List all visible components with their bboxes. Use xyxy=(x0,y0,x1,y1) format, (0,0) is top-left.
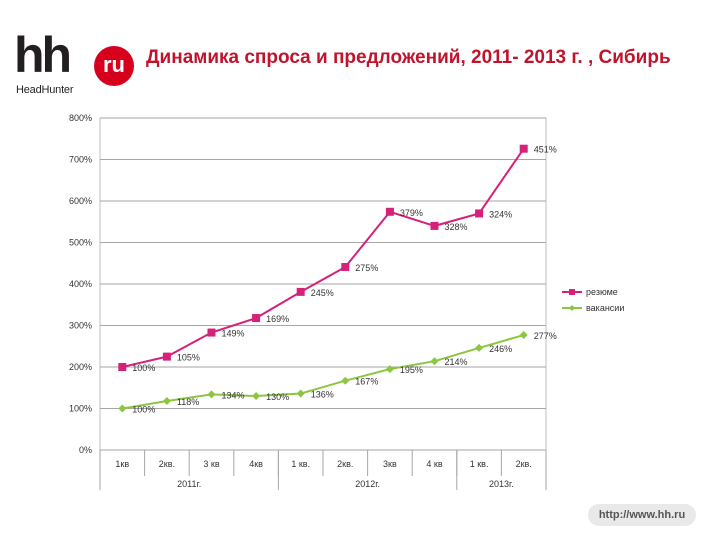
x-tick-label: 1 кв. xyxy=(291,459,310,469)
data-point-resume xyxy=(207,328,216,337)
data-point-vacancies xyxy=(430,357,439,366)
x-tick-label: 1 кв. xyxy=(470,459,489,469)
data-point-vacancies xyxy=(162,397,171,406)
data-label: 379% xyxy=(400,208,423,218)
logo-subtitle: HeadHunter xyxy=(16,84,74,96)
data-point-vacancies xyxy=(519,331,528,340)
y-tick-label: 100% xyxy=(69,404,92,414)
data-label: 169% xyxy=(266,314,289,324)
data-point-resume xyxy=(519,144,528,153)
x-tick-label: 2кв. xyxy=(159,459,175,469)
data-label: 118% xyxy=(177,397,199,407)
data-label: 100% xyxy=(132,405,155,415)
year-label: 2011г. xyxy=(177,479,201,489)
logo-badge: ru xyxy=(94,46,134,86)
data-label: 134% xyxy=(222,390,245,400)
data-label: 245% xyxy=(311,288,334,298)
legend-label: резюме xyxy=(586,287,618,297)
data-point-resume xyxy=(385,207,394,216)
data-point-vacancies xyxy=(118,404,127,413)
data-point-resume xyxy=(341,262,350,271)
data-point-vacancies xyxy=(207,390,216,399)
x-tick-label: 1кв xyxy=(115,459,129,469)
legend-marker xyxy=(569,305,575,311)
data-label: 328% xyxy=(445,222,468,232)
data-point-vacancies xyxy=(475,343,484,352)
data-label: 451% xyxy=(534,145,557,155)
y-tick-label: 400% xyxy=(69,279,92,289)
x-tick-label: 4кв xyxy=(249,459,263,469)
data-label: 105% xyxy=(177,353,200,363)
data-point-vacancies xyxy=(252,392,261,401)
year-label: 2012г. xyxy=(355,479,380,489)
data-label: 100% xyxy=(132,363,155,373)
data-label: 275% xyxy=(355,263,378,273)
x-tick-label: 2кв. xyxy=(516,459,532,469)
y-tick-label: 800% xyxy=(69,113,92,123)
website-url-badge[interactable]: http://www.hh.ru xyxy=(588,504,696,526)
series-line-vacancies xyxy=(122,334,524,410)
data-label: 136% xyxy=(311,390,334,400)
y-tick-label: 300% xyxy=(69,321,92,331)
data-point-resume xyxy=(252,314,261,323)
data-point-resume xyxy=(430,221,439,230)
year-label: 2013г. xyxy=(489,479,514,489)
data-label: 277% xyxy=(534,331,557,341)
data-point-vacancies xyxy=(341,376,350,385)
y-tick-label: 0% xyxy=(79,445,92,455)
data-point-vacancies xyxy=(385,365,394,374)
x-tick-label: 2кв. xyxy=(337,459,353,469)
data-label: 149% xyxy=(222,329,245,339)
headhunter-logo: hh ru HeadHunter xyxy=(14,30,134,106)
y-tick-label: 200% xyxy=(69,362,92,372)
legend-marker xyxy=(569,289,575,295)
y-tick-label: 700% xyxy=(69,155,92,165)
data-label: 167% xyxy=(355,377,378,387)
data-label: 246% xyxy=(489,344,512,354)
data-point-resume xyxy=(118,363,127,371)
data-label: 324% xyxy=(489,209,512,219)
data-label: 214% xyxy=(445,357,468,367)
x-tick-label: 3 кв xyxy=(203,459,219,469)
x-tick-label: 3кв xyxy=(383,459,397,469)
logo-mark: hh xyxy=(14,27,72,83)
data-label: 195% xyxy=(400,365,423,375)
data-point-resume xyxy=(296,287,305,296)
data-label: 130% xyxy=(266,392,289,402)
series-line-resume xyxy=(122,148,525,368)
x-tick-label: 4 кв xyxy=(426,459,442,469)
page-title: Динамика спроса и предложений, 2011- 201… xyxy=(146,47,671,68)
data-point-vacancies xyxy=(296,389,305,398)
data-point-resume xyxy=(162,352,171,361)
y-tick-label: 500% xyxy=(69,238,92,248)
y-tick-label: 600% xyxy=(69,196,92,206)
data-point-resume xyxy=(475,209,484,218)
legend-label: вакансии xyxy=(586,303,624,313)
